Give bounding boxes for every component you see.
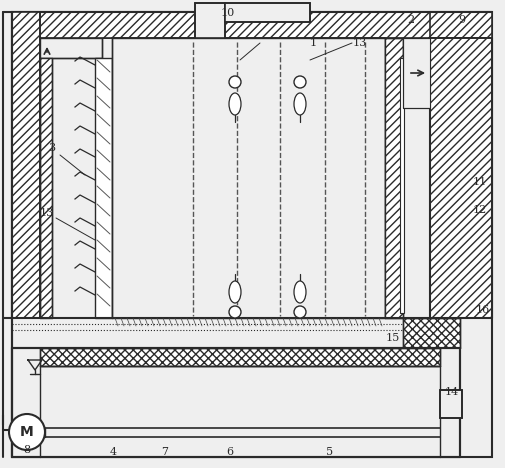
Text: 15: 15 (386, 333, 400, 343)
Text: 10: 10 (221, 8, 235, 18)
Ellipse shape (229, 93, 241, 115)
Bar (40, 38, 102, 58)
Text: 7: 7 (162, 447, 169, 457)
Bar (225, 3, 310, 22)
Text: 9: 9 (459, 15, 466, 25)
Circle shape (294, 76, 306, 88)
Text: 5: 5 (326, 447, 334, 457)
Text: 2: 2 (408, 15, 415, 25)
Bar (400, 58, 404, 313)
Ellipse shape (294, 281, 306, 303)
Bar (40, 38, 52, 58)
Text: 16: 16 (476, 305, 490, 315)
Bar (430, 12, 492, 38)
Bar (40, 58, 52, 318)
Ellipse shape (294, 93, 306, 115)
Bar (12, 12, 40, 318)
Bar (195, 3, 225, 38)
Bar (403, 38, 430, 108)
Circle shape (229, 76, 241, 88)
Circle shape (229, 306, 241, 318)
Text: 1: 1 (310, 38, 317, 48)
Circle shape (9, 414, 45, 450)
Bar (112, 38, 385, 318)
Text: 13: 13 (353, 38, 367, 48)
Circle shape (294, 306, 306, 318)
Bar (95, 58, 112, 318)
Text: 3: 3 (48, 143, 56, 153)
Text: 8: 8 (23, 445, 31, 455)
Text: 12: 12 (473, 205, 487, 215)
Text: 11: 11 (473, 177, 487, 187)
Text: 14: 14 (445, 387, 459, 397)
Text: M: M (20, 425, 34, 439)
Text: 4: 4 (110, 447, 117, 457)
Bar (12, 348, 460, 457)
Ellipse shape (229, 281, 241, 303)
Bar (12, 12, 430, 38)
Text: 6: 6 (226, 447, 233, 457)
Bar (403, 318, 460, 348)
Bar (430, 38, 492, 318)
Text: 13: 13 (40, 208, 54, 218)
Bar (40, 348, 440, 366)
Bar (440, 390, 462, 418)
Bar (385, 38, 403, 318)
Bar (12, 12, 430, 38)
